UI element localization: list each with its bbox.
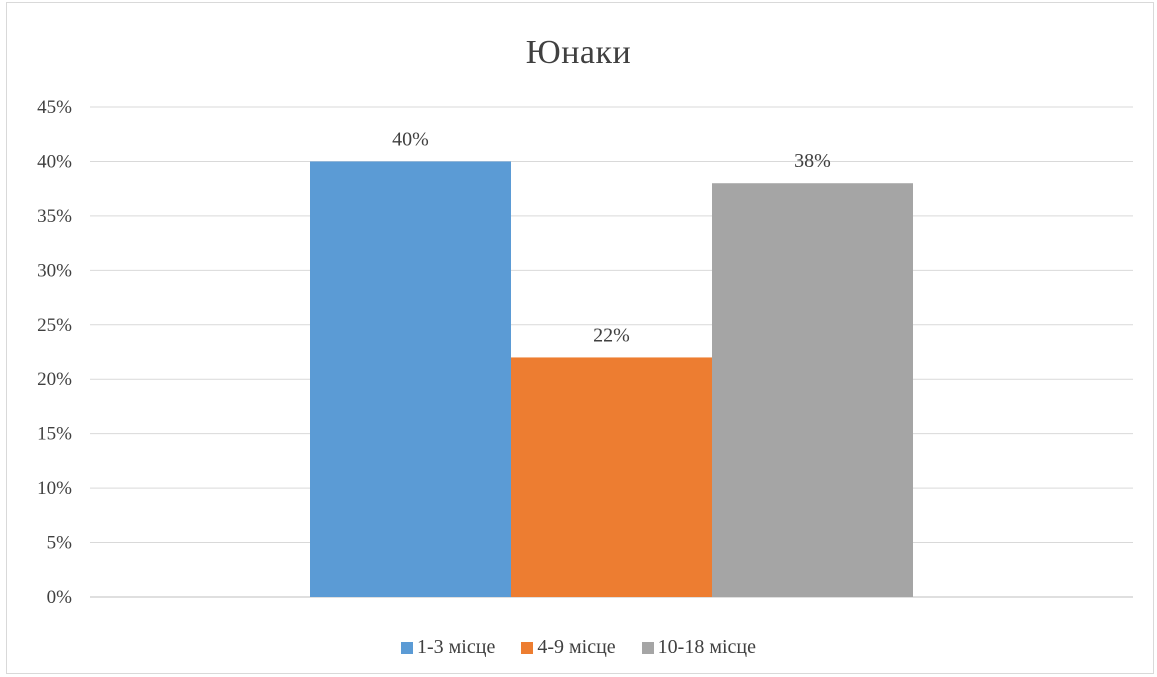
y-tick-label: 10% [37, 478, 72, 499]
y-axis-ticks: 0% 5% 10% 15% 20% 25% 30% 35% 40% 45% [37, 97, 72, 608]
bar-3 [712, 183, 913, 597]
y-tick-label: 0% [47, 587, 73, 608]
y-tick-label: 25% [37, 315, 72, 336]
y-tick-label: 5% [47, 533, 73, 554]
y-tick-label: 20% [37, 369, 72, 390]
bar-2 [511, 357, 712, 597]
y-tick-label: 15% [37, 424, 72, 445]
bars [310, 161, 913, 597]
legend-item-1: 1-3 місце [400, 636, 496, 659]
data-label-3: 38% [794, 150, 831, 172]
y-tick-label: 35% [37, 206, 72, 227]
y-tick-label: 45% [37, 97, 72, 118]
legend-item-2: 4-9 місце [521, 636, 616, 659]
legend-label-3: 10-18 місце [657, 636, 757, 658]
legend-label-2: 4-9 місце [537, 636, 616, 658]
legend-swatch-1 [400, 641, 413, 654]
y-tick-label: 30% [37, 260, 72, 281]
bar-1 [310, 161, 511, 597]
legend: 1-3 місце 4-9 місце 10-18 місце [0, 636, 1157, 659]
legend-swatch-2 [521, 641, 534, 654]
legend-swatch-3 [641, 641, 654, 654]
legend-label-1: 1-3 місце [416, 636, 496, 658]
y-tick-label: 40% [37, 151, 72, 172]
data-label-2: 22% [593, 324, 630, 346]
data-label-1: 40% [392, 128, 429, 150]
data-labels: 40% 22% 38% [392, 128, 831, 346]
chart-title: Юнаки [525, 34, 632, 71]
legend-item-3: 10-18 місце [641, 636, 757, 659]
